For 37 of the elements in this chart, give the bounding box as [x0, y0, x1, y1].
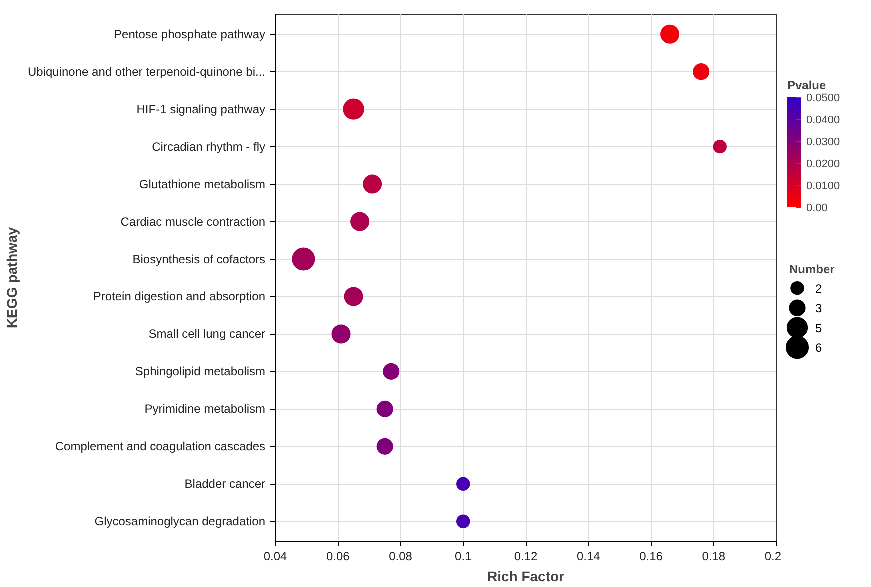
color-bar-label: 0.0400 [806, 114, 840, 126]
color-bar-label: 0.0300 [806, 136, 840, 148]
x-tick-label: 0.06 [326, 550, 350, 564]
x-tick-label: 0.16 [640, 550, 664, 564]
y-tick-label: Glycosaminoglycan degradation [94, 514, 266, 529]
legend-label: 2 [816, 282, 822, 296]
y-tick-label: Ubiquinone and other terpenoid-quinone bi... [28, 64, 266, 79]
x-tick-label: 0.14 [576, 550, 601, 564]
legend-title: Number [790, 262, 836, 277]
y-tick-label: Pentose phosphate pathway [114, 27, 266, 42]
y-tick-label: Small cell lung cancer [148, 327, 266, 342]
legend-label: 6 [816, 341, 822, 356]
y-tick-label: Biosynthesis of cofactors [132, 252, 266, 266]
x-axis-title: Rich Factor [487, 568, 566, 584]
y-axis-title: KEGG pathway [4, 227, 20, 329]
x-tick-label: 0.18 [702, 550, 726, 564]
y-tick-label: Protein digestion and absorption [93, 290, 266, 304]
color-bar-label: 0.0200 [806, 158, 840, 170]
x-tick-label: 0.1 [455, 550, 472, 564]
color-bar-label: 0.00 [806, 202, 828, 214]
y-tick-label: Sphingolipid metabolism [135, 364, 266, 379]
y-tick-label: Bladder cancer [184, 477, 266, 492]
y-tick-label: Cardiac muscle contraction [120, 214, 266, 229]
y-tick-label: HIF-1 signaling pathway [136, 102, 266, 116]
y-tick-label: Complement and coagulation cascades [55, 440, 266, 454]
color-bar-label: 0.0500 [806, 92, 840, 104]
x-tick-label: 0.08 [389, 550, 413, 564]
legend-label: 3 [816, 302, 822, 316]
legend-label: 5 [816, 321, 822, 336]
x-tick-label: 0.2 [764, 550, 782, 564]
y-tick-label: Circadian rhythm - fly [152, 140, 266, 154]
x-tick-label: 0.12 [514, 550, 538, 564]
y-tick-label: Pyrimidine metabolism [144, 402, 266, 416]
color-bar-title: Pvalue [788, 78, 827, 93]
y-tick-label: Glutathione metabolism [139, 177, 266, 192]
color-bar-label: 0.0100 [806, 180, 840, 192]
x-tick-label: 0.04 [264, 550, 288, 564]
